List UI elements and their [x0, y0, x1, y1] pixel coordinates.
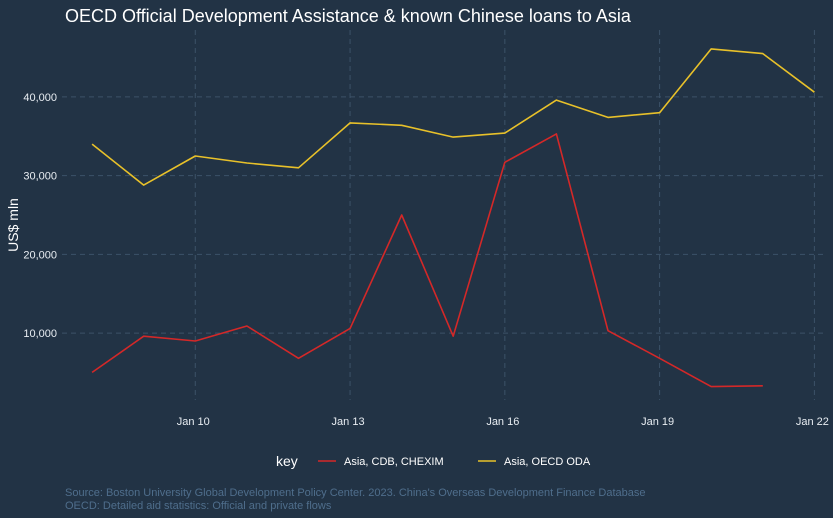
legend-label-1: Asia, CDB, CHEXIM — [344, 456, 444, 468]
series-lines — [91, 48, 815, 388]
x-tick-label: Jan 13 — [332, 416, 365, 428]
y-tick-label: 20,000 — [23, 249, 57, 261]
x-tick-label: Jan 22 — [796, 416, 829, 428]
y-tick-label: 10,000 — [23, 328, 57, 340]
legend-items: Asia, CDB, CHEXIM Asia, OECD ODA — [318, 456, 591, 468]
series-line-2 — [91, 48, 815, 186]
legend-title: key — [276, 453, 298, 469]
y-tick-label: 30,000 — [23, 171, 57, 183]
x-tick-label: Jan 19 — [641, 416, 674, 428]
x-tick-label: Jan 10 — [177, 416, 210, 428]
caption-source: Source: Boston University Global Develop… — [65, 487, 646, 499]
chart-title: OECD Official Development Assistance & k… — [65, 6, 632, 26]
legend: key Asia, CDB, CHEXIM Asia, OECD ODA — [276, 453, 591, 469]
y-axis-label: US$ mln — [5, 198, 21, 252]
legend-label-2: Asia, OECD ODA — [504, 456, 591, 468]
y-ticks: 10,000 20,000 30,000 40,000 — [23, 92, 57, 340]
x-ticks: Jan 10 Jan 13 Jan 16 Jan 19 Jan 22 — [177, 416, 829, 428]
y-tick-label: 40,000 — [23, 92, 57, 104]
grid — [62, 30, 823, 400]
series-line-1 — [91, 133, 763, 388]
x-tick-label: Jan 16 — [486, 416, 519, 428]
caption-oecd: OECD: Detailed aid statistics: Official … — [65, 500, 332, 512]
